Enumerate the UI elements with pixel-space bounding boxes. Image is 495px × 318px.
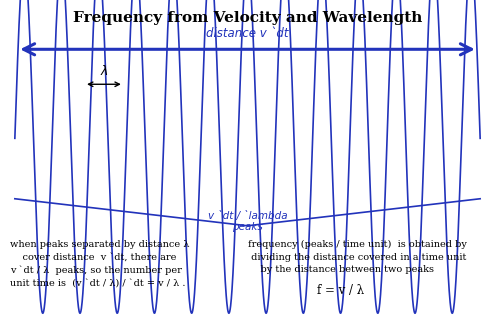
Text: distance v `dt: distance v `dt: [206, 27, 289, 40]
Text: f = v / λ: f = v / λ: [317, 284, 364, 297]
Text: frequency (peaks / time unit)  is obtained by
 dividing the distance covered in : frequency (peaks / time unit) is obtaine…: [248, 240, 466, 274]
Text: $\lambda$: $\lambda$: [99, 64, 108, 78]
Text: v `dt / `lambda: v `dt / `lambda: [208, 211, 287, 221]
Text: when peaks separated by distance λ
    cover distance  v `dt, there are
v `dt / : when peaks separated by distance λ cover…: [10, 240, 189, 287]
Text: peaks: peaks: [232, 222, 263, 232]
Text: Frequency from Velocity and Wavelength: Frequency from Velocity and Wavelength: [73, 11, 422, 25]
